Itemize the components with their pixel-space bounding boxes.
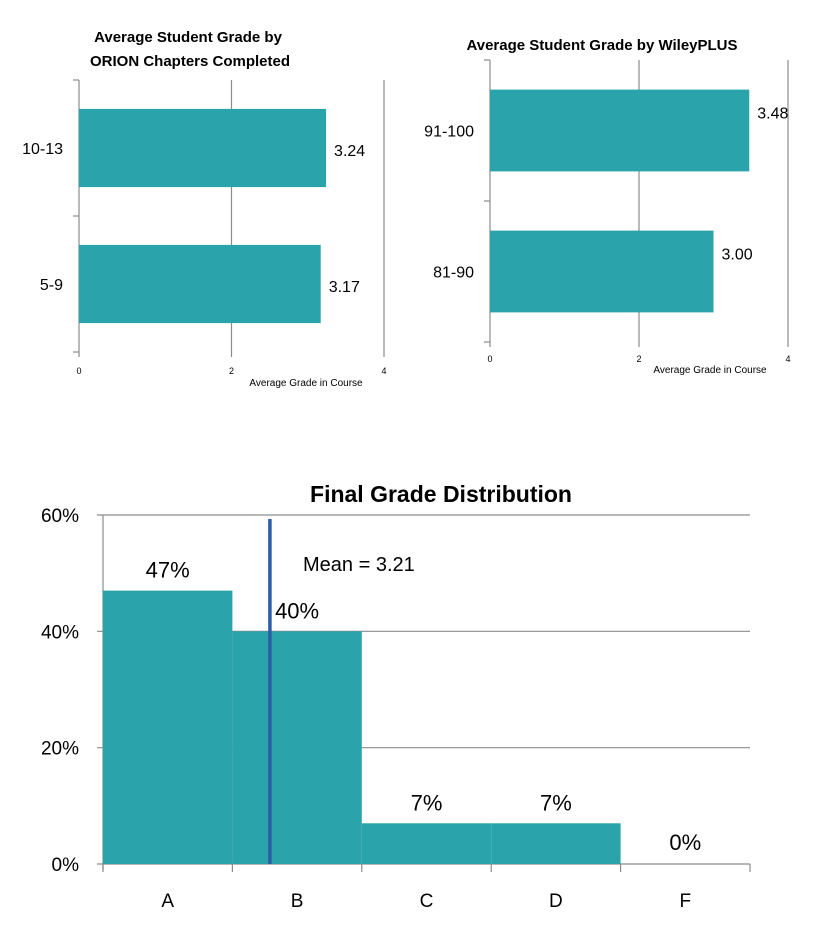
c1-category-label: 5-9 — [40, 277, 63, 294]
c3-category-label: D — [549, 891, 563, 912]
c3-value-label: 7% — [411, 790, 443, 815]
c2-category-label: 91-100 — [424, 124, 474, 141]
c3-bar — [232, 631, 362, 864]
chart-orion: Average Student Grade by ORION Chapters … — [22, 29, 386, 389]
c3-value-label: 40% — [275, 598, 319, 623]
c3-ytick-label: 20% — [41, 739, 79, 760]
c1-xtick-label: 4 — [381, 366, 386, 376]
mean-annotation: Mean = 3.21 — [303, 554, 415, 576]
c3-value-label: 7% — [540, 790, 572, 815]
c1-bar — [79, 244, 321, 324]
c3-ytick-label: 40% — [41, 622, 79, 643]
chart-orion-title-line2: ORION Chapters Completed — [90, 53, 290, 70]
c3-category-label: A — [161, 891, 174, 912]
chart-final-grade: Final Grade Distribution 0% 20% 40% 60% A 47%… — [41, 481, 751, 912]
chart-wileyplus-xlabel: Average Grade in Course — [653, 365, 767, 376]
c1-xtick-label: 2 — [229, 366, 234, 376]
chart-wileyplus: Average Student Grade by WileyPLUS 0 2 4 91… — [424, 37, 790, 376]
c1-value-label: 3.17 — [329, 279, 360, 296]
c3-bar — [491, 823, 621, 864]
c3-bar — [361, 823, 492, 864]
c2-bar — [490, 89, 750, 172]
chart-final-grade-title: Final Grade Distribution — [310, 481, 572, 507]
c1-value-label: 3.24 — [334, 143, 365, 160]
c2-category-label: 81-90 — [433, 265, 474, 282]
c2-value-label: 3.48 — [757, 106, 788, 123]
c3-value-label: 47% — [146, 558, 190, 583]
c2-xtick-label: 2 — [636, 354, 641, 364]
c3-category-label: C — [420, 891, 434, 912]
c2-bar — [490, 230, 714, 313]
c2-value-label: 3.00 — [722, 247, 753, 264]
chart-orion-xlabel: Average Grade in Course — [249, 378, 363, 389]
c3-category-label: F — [679, 891, 691, 912]
c1-bar — [79, 108, 327, 188]
chart-orion-title-line1: Average Student Grade by — [94, 29, 282, 46]
c3-bar — [103, 590, 233, 864]
c2-xtick-label: 0 — [487, 354, 492, 364]
c3-ytick-label: 60% — [41, 506, 79, 527]
c3-category-label: B — [291, 891, 304, 912]
c1-category-label: 10-13 — [22, 141, 63, 158]
c3-value-label: 0% — [669, 830, 701, 855]
chart-wileyplus-title: Average Student Grade by WileyPLUS — [466, 37, 737, 54]
c1-xtick-label: 0 — [76, 366, 81, 376]
c3-ytick-label: 0% — [52, 855, 80, 876]
c2-xtick-label: 4 — [785, 354, 790, 364]
